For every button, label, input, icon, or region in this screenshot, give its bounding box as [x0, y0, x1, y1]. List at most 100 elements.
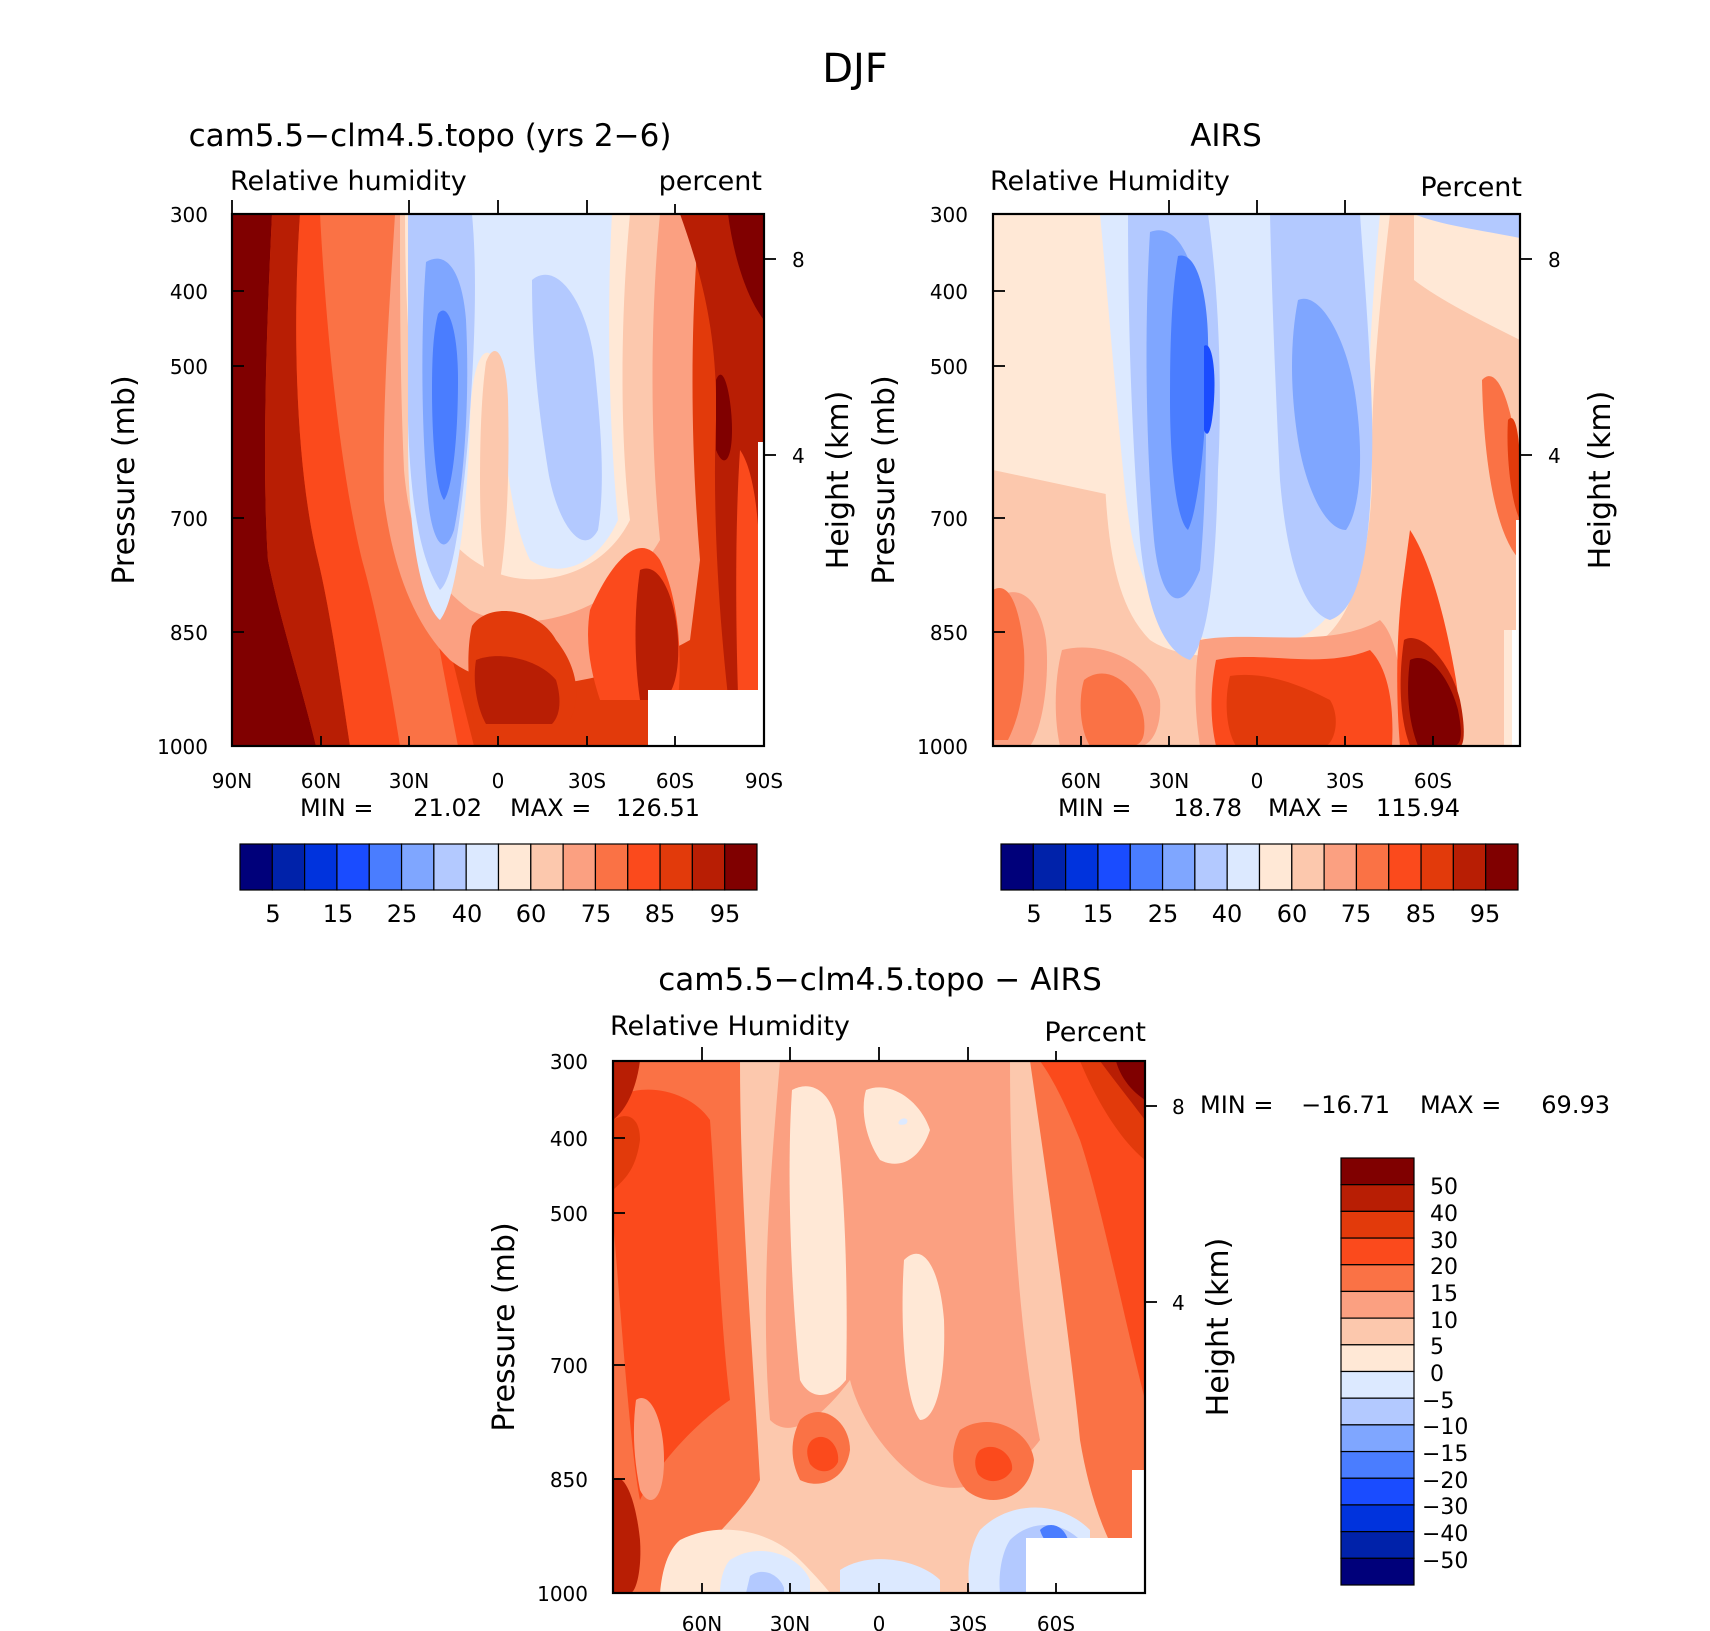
colorbar-swatch [691, 843, 726, 891]
colorbar-swatch [433, 843, 467, 891]
colorbar-label: 15 [1430, 1282, 1458, 1307]
colorbar-swatch [465, 843, 500, 891]
colorbar-swatch [1097, 843, 1131, 891]
colorbar-swatch [1340, 1184, 1415, 1212]
x-tick-label: 60S [1037, 1612, 1075, 1631]
colorbar-swatch [1340, 1504, 1415, 1533]
colorbar-label: 40 [1212, 900, 1243, 928]
x-tick-label: 60N [301, 769, 341, 793]
units-label: percent [659, 166, 762, 197]
colorbar-label: 10 [1430, 1309, 1458, 1334]
colorbar-label: −10 [1422, 1415, 1468, 1440]
colorbar-swatch [1340, 1210, 1415, 1239]
colorbar-swatch [1485, 843, 1519, 891]
colorbar-label: 5 [1026, 900, 1041, 928]
colorbar-swatch [336, 843, 370, 891]
colorbar-label: 20 [1430, 1255, 1458, 1280]
y-right-tick-label: 8 [1172, 1095, 1185, 1119]
colorbar-label: 95 [1470, 900, 1501, 928]
colorbar-label: 50 [1430, 1175, 1458, 1200]
y-tick-label: 500 [930, 355, 968, 379]
y-tick-label: 1000 [537, 1582, 588, 1606]
colorbar-swatch [562, 843, 597, 891]
stats: MIN = −16.71 MAX = 69.93 [1200, 1091, 1610, 1119]
variable-label: Relative humidity [230, 166, 467, 197]
x-ticks [612, 1047, 1057, 1593]
x-tick-label: 0 [873, 1612, 886, 1631]
y-tick-label: 300 [170, 203, 208, 227]
colorbar-swatch [1340, 1237, 1415, 1266]
x-tick-label: 30N [389, 769, 429, 793]
x-tick-label: 60N [682, 1612, 722, 1631]
y-tick-label: 1000 [157, 735, 208, 759]
colorbar-label: 40 [452, 900, 483, 928]
y-tick-label: 400 [170, 280, 208, 304]
colorbar-swatch [1420, 843, 1454, 891]
y-ticks [232, 213, 776, 633]
max-label: MAX = [510, 794, 591, 822]
x-ticks [231, 200, 765, 746]
colorbar-swatch [1340, 1157, 1415, 1186]
colorbar-swatch [1340, 1557, 1415, 1586]
min-label: MIN = [1200, 1091, 1273, 1119]
x-tick-label: 60N [1061, 769, 1101, 793]
y-axis-right-label: Height (km) [1201, 1238, 1236, 1417]
max-value: 69.93 [1541, 1091, 1610, 1119]
x-tick-labels: 90N 60N 30N 0 30S 60S 90S [212, 769, 783, 793]
variable-label: Relative Humidity [990, 166, 1230, 197]
x-tick-label: 30N [1149, 769, 1189, 793]
y-tick-label: 700 [550, 1354, 588, 1378]
y-right-tick-label: 8 [792, 248, 805, 272]
x-tick-label: 90S [745, 769, 783, 793]
y-tick-label: 500 [550, 1202, 588, 1226]
min-value: 21.02 [413, 794, 482, 822]
colorbar-swatch [1340, 1477, 1415, 1506]
min-value: 18.78 [1173, 794, 1242, 822]
colorbar [1000, 843, 1519, 891]
colorbar-label: −50 [1422, 1549, 1468, 1574]
y-tick-label: 300 [930, 203, 968, 227]
y-tick-label: 850 [170, 621, 208, 645]
colorbar-swatch [659, 843, 693, 891]
y-right-tick-label: 4 [1172, 1291, 1185, 1315]
colorbar-swatch [1161, 843, 1196, 891]
min-label: MIN = [1058, 794, 1131, 822]
colorbar-label: 5 [265, 900, 280, 928]
colorbar-swatch [1194, 843, 1228, 891]
colorbar-label: 30 [1430, 1229, 1458, 1254]
contour-field [993, 214, 1520, 746]
colorbar-label: 75 [1341, 900, 1372, 928]
panel-diff: cam5.5−clm4.5.topo − AIRS Relative Humid… [487, 962, 1610, 1631]
y-tick-labels: 300 400 500 700 850 1000 8 4 [917, 203, 1561, 759]
colorbar-swatch [1355, 843, 1390, 891]
x-tick-label: 0 [1251, 769, 1264, 793]
y-axis-right-label: Height (km) [1583, 391, 1618, 570]
y-tick-label: 400 [550, 1127, 588, 1151]
x-tick-label: 0 [492, 769, 505, 793]
max-value: 126.51 [616, 794, 700, 822]
colorbar-label: 85 [645, 900, 676, 928]
colorbar-label: 15 [1083, 900, 1114, 928]
colorbar-swatch [304, 843, 338, 891]
colorbar [239, 843, 758, 891]
colorbar-label: 60 [1277, 900, 1308, 928]
colorbar-swatch [1452, 843, 1487, 891]
colorbar-label: 95 [710, 900, 741, 928]
colorbar-label: −5 [1422, 1389, 1454, 1414]
colorbar-label: 25 [1148, 900, 1179, 928]
colorbar-label: 0 [1430, 1362, 1444, 1387]
x-tick-labels: 60N 30N 0 30S 60S [1061, 769, 1452, 793]
colorbar-labels: 5 15 25 40 60 75 85 95 [1026, 900, 1500, 928]
panel-title: cam5.5−clm4.5.topo (yrs 2−6) [189, 118, 672, 154]
y-tick-label: 850 [930, 621, 968, 645]
min-value: −16.71 [1301, 1091, 1390, 1119]
colorbar-label: 85 [1406, 900, 1437, 928]
x-ticks [992, 200, 1521, 746]
colorbar-swatch [239, 843, 273, 891]
y-tick-label: 1000 [917, 735, 968, 759]
colorbar-swatch [627, 843, 661, 891]
y-axis-label: Pressure (mb) [487, 1222, 522, 1431]
variable-label: Relative Humidity [610, 1011, 850, 1042]
x-tick-label: 30N [770, 1612, 810, 1631]
